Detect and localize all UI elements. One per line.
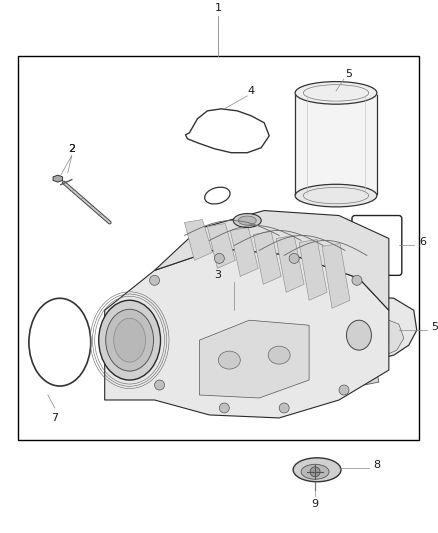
Polygon shape — [349, 368, 379, 385]
Text: 3: 3 — [214, 270, 221, 280]
Bar — [18, 56, 419, 440]
Text: 2: 2 — [68, 144, 75, 154]
Ellipse shape — [219, 351, 240, 369]
Circle shape — [310, 467, 320, 477]
Polygon shape — [294, 295, 417, 378]
Polygon shape — [155, 211, 389, 310]
Circle shape — [149, 276, 159, 285]
Circle shape — [339, 385, 349, 395]
Ellipse shape — [293, 458, 341, 482]
Ellipse shape — [114, 318, 145, 362]
Ellipse shape — [301, 464, 329, 479]
Circle shape — [279, 403, 289, 413]
Bar — [295, 93, 377, 196]
Circle shape — [219, 403, 230, 413]
Text: 6: 6 — [419, 238, 426, 247]
Polygon shape — [309, 370, 329, 385]
Polygon shape — [105, 248, 389, 418]
Polygon shape — [299, 239, 327, 300]
Circle shape — [352, 276, 362, 285]
Text: 9: 9 — [311, 499, 318, 508]
Text: 7: 7 — [51, 413, 58, 423]
Circle shape — [214, 253, 224, 263]
Ellipse shape — [295, 184, 377, 207]
Text: 8: 8 — [373, 460, 380, 470]
Text: 1: 1 — [215, 3, 222, 13]
Ellipse shape — [238, 216, 256, 225]
Ellipse shape — [99, 300, 161, 380]
Circle shape — [155, 380, 165, 390]
Text: 2: 2 — [68, 144, 75, 154]
Text: 5: 5 — [346, 69, 353, 79]
Ellipse shape — [106, 309, 154, 371]
Polygon shape — [199, 320, 309, 398]
Ellipse shape — [295, 82, 377, 104]
Text: 5: 5 — [431, 322, 438, 332]
Polygon shape — [322, 244, 350, 308]
Polygon shape — [304, 312, 404, 362]
Ellipse shape — [268, 346, 290, 364]
Polygon shape — [253, 231, 281, 284]
Circle shape — [289, 253, 299, 263]
Text: 4: 4 — [248, 86, 255, 96]
Polygon shape — [184, 220, 212, 261]
Polygon shape — [276, 236, 304, 292]
Ellipse shape — [346, 320, 371, 350]
Polygon shape — [53, 175, 63, 182]
Polygon shape — [207, 223, 235, 269]
Polygon shape — [230, 228, 258, 276]
Ellipse shape — [233, 214, 261, 228]
